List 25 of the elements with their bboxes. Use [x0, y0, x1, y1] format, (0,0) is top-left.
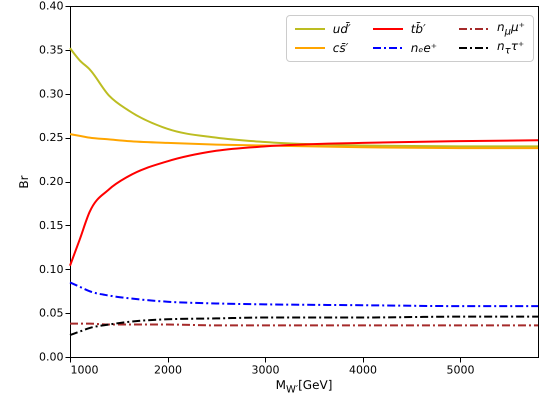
y-tick-label: 0.40 — [39, 0, 64, 12]
y-tick-label: 0.30 — [39, 87, 64, 100]
x-tick-label: 5000 — [446, 364, 474, 376]
line-series — [69, 133, 539, 150]
x-tick-label: 4000 — [349, 364, 377, 376]
y-tick-label: 0.20 — [39, 175, 64, 188]
y-tick-label: 0.05 — [39, 306, 64, 320]
x-tick-label: 1000 — [70, 364, 98, 376]
y-tick-label: 0.25 — [39, 131, 64, 144]
x-tick-label: 2000 — [154, 364, 182, 376]
y-axis-title: Br — [17, 175, 32, 189]
legend-label: nₑe⁺ — [410, 41, 438, 56]
y-tick-label: 0.00 — [39, 350, 64, 364]
legend-label: tb̄′ — [410, 22, 426, 36]
line-series — [69, 281, 539, 308]
legend-label: n$_{μ}$μ⁺ — [497, 20, 525, 38]
x-axis-title: M$_{W′}$[GeV] — [274, 378, 334, 396]
y-tick-label: 0.15 — [39, 218, 64, 232]
y-tick-label: 0.10 — [39, 262, 64, 276]
legend-label: n$_{τ}$τ⁺ — [497, 39, 524, 57]
legend-label: ud̄′ — [332, 22, 351, 36]
legend-label: cs̄′ — [332, 41, 348, 56]
line-series — [69, 139, 539, 267]
x-tick-label: 3000 — [252, 364, 280, 376]
y-tick-label: 0.35 — [39, 43, 64, 56]
